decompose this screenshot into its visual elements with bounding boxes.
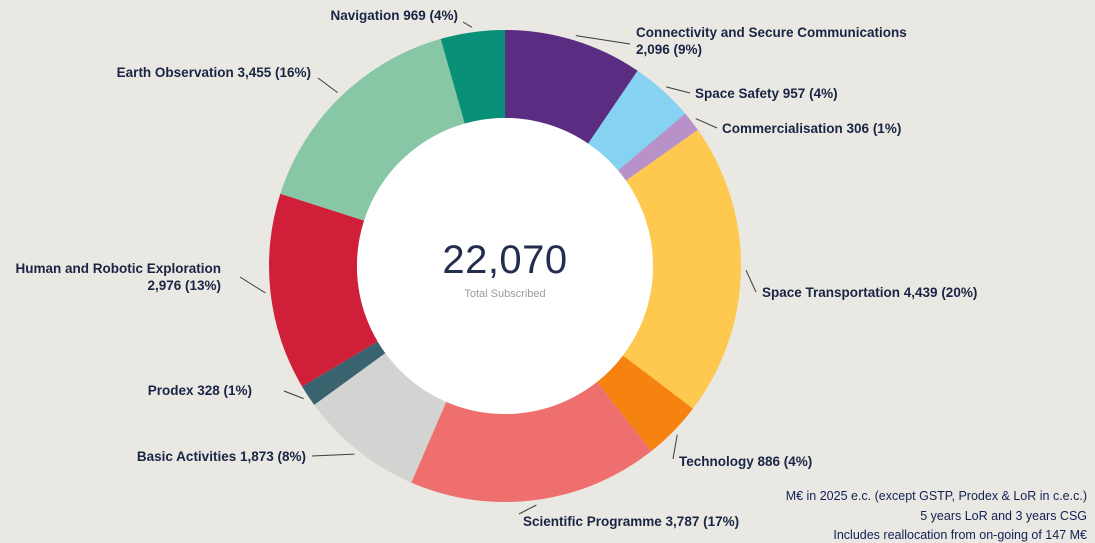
donut-segment-space-transportation[interactable] bbox=[622, 129, 741, 409]
donut-center: 22,070 Total Subscribed bbox=[357, 238, 653, 300]
leader-line-earth-observation bbox=[317, 77, 338, 94]
donut-segment-commercialisation[interactable] bbox=[618, 113, 698, 181]
donut-segment-scientific-programme[interactable] bbox=[411, 382, 652, 503]
leader-line-space-transportation bbox=[745, 269, 757, 293]
leader-line-scientific-programme bbox=[518, 504, 537, 515]
leader-line-prodex bbox=[283, 390, 304, 400]
donut-segment-connectivity-and-secure-communications[interactable] bbox=[505, 30, 638, 144]
footnote-line-3: Includes reallocation from on-going of 1… bbox=[833, 528, 1087, 542]
donut-segment-prodex[interactable] bbox=[302, 341, 386, 405]
leader-line-space-safety bbox=[666, 86, 691, 94]
leader-line-basic-activities bbox=[311, 453, 355, 457]
donut-segment-space-safety[interactable] bbox=[588, 70, 686, 171]
donut-hole bbox=[357, 118, 653, 414]
total-subscribed-value: 22,070 bbox=[442, 238, 568, 282]
donut-segment-human-and-robotic-exploration[interactable] bbox=[269, 193, 378, 387]
footnote-line-2: 5 years LoR and 3 years CSG bbox=[920, 508, 1087, 523]
leader-line-human-and-robotic-exploration bbox=[239, 276, 266, 294]
donut-segment-navigation[interactable] bbox=[440, 29, 505, 124]
footnotes: M€ in 2025 e.c. (except GSTP, Prodex & L… bbox=[786, 487, 1087, 543]
leader-line-navigation bbox=[462, 21, 473, 28]
donut-segment-technology[interactable] bbox=[596, 355, 694, 452]
total-subscribed-label: Total Subscribed bbox=[464, 288, 546, 300]
donut-segment-basic-activities[interactable] bbox=[314, 353, 447, 483]
donut-segment-earth-observation[interactable] bbox=[280, 38, 465, 221]
leader-line-commercialisation bbox=[695, 118, 718, 129]
leader-line-connectivity-and-secure-communications bbox=[575, 35, 631, 45]
footnote-line-1: M€ in 2025 e.c. (except GSTP, Prodex & L… bbox=[785, 489, 1087, 503]
leader-line-technology bbox=[672, 434, 678, 460]
